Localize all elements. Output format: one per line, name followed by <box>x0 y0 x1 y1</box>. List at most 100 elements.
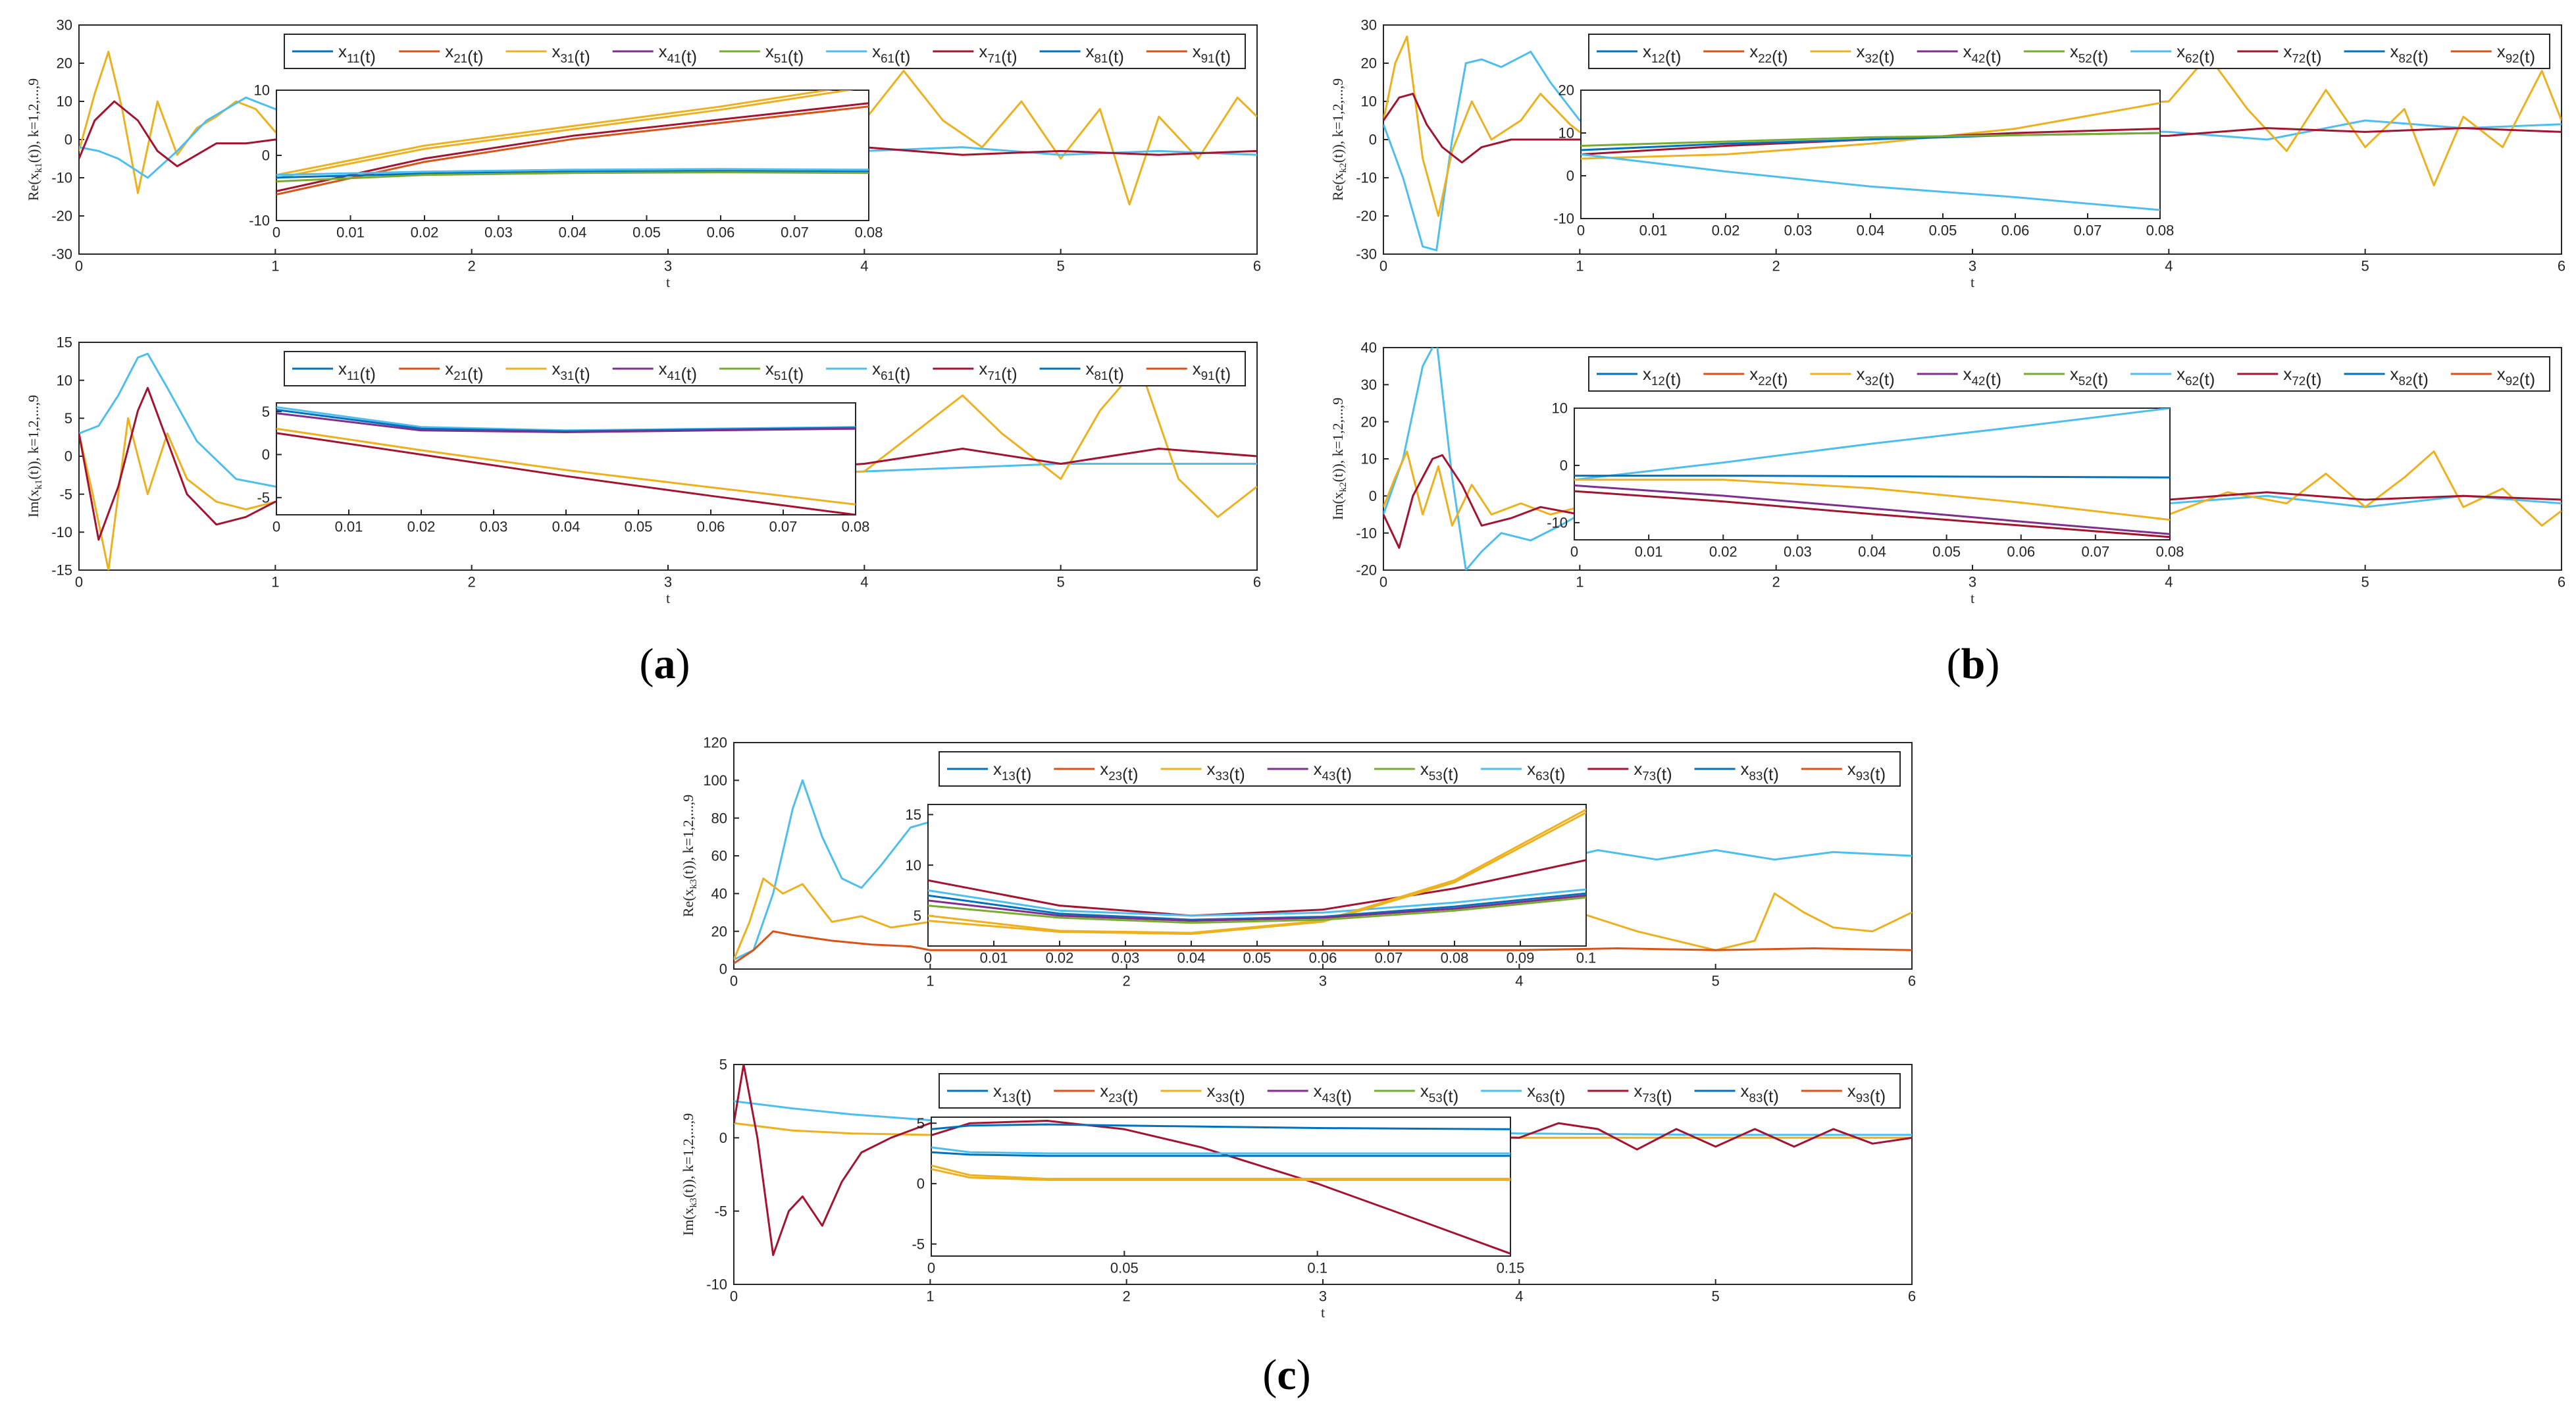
a-re-inset-x-tick-label: 0.05 <box>632 224 661 240</box>
a-im-legend-entry: x61(t) <box>872 359 910 384</box>
a-im-x-tick-label: 2 <box>468 573 476 590</box>
c-im-inset-series-line <box>931 1146 1510 1155</box>
a-im-legend-entry: x41(t) <box>659 359 697 384</box>
b-im-y-tick-label: -20 <box>1356 562 1377 579</box>
b-im-inset-series-line <box>1574 408 2170 481</box>
a-re-inset-series-group <box>276 90 869 196</box>
a-im-y-tick-label: 5 <box>64 410 72 427</box>
c-re-inset-series-group <box>928 808 1586 935</box>
b-re-inset-x-tick-label: 0 <box>1577 222 1585 238</box>
a-im-y-tick-label: 15 <box>57 334 72 351</box>
a-re-legend-entry: x91(t) <box>1193 41 1231 66</box>
b-re-y-tick-label: 0 <box>1369 132 1377 148</box>
c-re-x-tick-label: 5 <box>1712 972 1720 989</box>
b-re-legend: x12(t) x22(t) x32(t) x42(t) x52(t) x62(t) x72(… <box>1588 34 2550 69</box>
a-re-y-tick-label: 30 <box>57 17 72 34</box>
b-re-legend-entry: x22(t) <box>1749 41 1788 66</box>
c-im-x-axis-label: t <box>1321 1304 1325 1321</box>
a-re-legend-entry: x41(t) <box>659 41 697 66</box>
c-re-legend: x13(t) x23(t) x33(t) x43(t) x53(t) x63(t) x73(… <box>939 751 1901 787</box>
b-re-legend-entry: x12(t) <box>1643 41 1681 66</box>
b-im-x-tick-label: 2 <box>1772 573 1780 590</box>
a-re-x-tick-label: 5 <box>1057 257 1065 274</box>
a-re-inset-series-line <box>276 168 869 176</box>
b-re-x-tick-label: 1 <box>1576 257 1584 274</box>
c-re-inset-series-line <box>928 888 1586 917</box>
c-re-legend-entry: x63(t) <box>1527 759 1565 784</box>
b-im-y-tick-label: 40 <box>1361 340 1377 356</box>
a-im-y-tick-label: -15 <box>51 562 72 579</box>
b-re-inset-x-tick-label: 0.06 <box>2001 222 2030 238</box>
c-im-x-tick-label: 2 <box>1123 1288 1131 1304</box>
a-im-y-tick-label: 10 <box>57 372 72 388</box>
c-im-y-tick-label: 0 <box>719 1130 727 1146</box>
a-im-series-line <box>79 386 1257 541</box>
a-im-legend: x11(t) x21(t) x31(t) x41(t) x51(t) x61(t) x71(… <box>284 351 1246 386</box>
a-re-inset-x-tick-label: 0.08 <box>855 224 883 240</box>
b-im-legend-entry: x62(t) <box>2177 364 2215 389</box>
a-re-inset-series-line <box>276 170 869 179</box>
b-re-inset-series-line <box>1581 132 2160 147</box>
c-re-inset-x-tick-label: 0.09 <box>1507 949 1535 966</box>
b-re-inset-x-tick-label: 0.03 <box>1784 222 1813 238</box>
b-re-inset-x-tick-label: 0.07 <box>2074 222 2102 238</box>
a-im-x-tick-label: 3 <box>664 573 672 590</box>
a-im-x-tick-label: 0 <box>75 573 83 590</box>
a-im-x-tick-label: 5 <box>1057 573 1065 590</box>
a-im-inset-x-tick-label: 0 <box>272 518 280 535</box>
b-im-x-tick-label: 4 <box>2165 573 2173 590</box>
b-im-inset-y-tick-label: 0 <box>1560 458 1568 474</box>
c-im-legend-entry: x43(t) <box>1314 1081 1352 1106</box>
a-re-legend-entry: x61(t) <box>872 41 910 66</box>
c-re-x-tick-label: 4 <box>1515 972 1523 989</box>
a-re-y-tick-label: 20 <box>57 55 72 72</box>
b-re-legend-box <box>1588 34 2550 69</box>
c-re-inset-series-line <box>928 894 1586 922</box>
c-im-inset-frame <box>931 1117 1511 1257</box>
b-re-inset-series-group <box>1581 102 2160 211</box>
b-im-y-tick-label: 30 <box>1361 377 1377 393</box>
a-re-y-tick-label: -10 <box>51 170 72 186</box>
b-im-inset-x-tick-label: 0.05 <box>1932 543 1961 560</box>
c-re-inset-x-tick-label: 0.07 <box>1375 949 1403 966</box>
a-im-inset-series-line <box>276 432 856 515</box>
a-im-legend-entry: x51(t) <box>765 359 804 384</box>
b-im-series-line <box>1383 454 2562 549</box>
c-im-legend-entry: x53(t) <box>1420 1081 1458 1106</box>
b-re-x-tick-label: 3 <box>1969 257 1976 274</box>
c-re-series-line <box>734 779 1912 961</box>
c-im-legend-entry: x33(t) <box>1206 1081 1245 1106</box>
b-re-inset-y-tick-label: 10 <box>1558 125 1574 142</box>
a-re-y-tick-label: -30 <box>51 246 72 263</box>
c-re-legend-entry: x83(t) <box>1741 759 1779 784</box>
b-im-inset-x-tick-label: 0.08 <box>2156 543 2184 560</box>
b-im-inset-x-tick-label: 0.04 <box>1858 543 1886 560</box>
b-im-inset-x-tick-label: 0.01 <box>1635 543 1663 560</box>
a-im-legend-entry: x71(t) <box>979 359 1017 384</box>
b-re-inset-x-tick-label: 0.02 <box>1712 222 1740 238</box>
b-im-inset-y-tick-label: -10 <box>1547 515 1568 531</box>
b-im-y-tick-label: 10 <box>1361 451 1377 467</box>
a-re-legend: x11(t) x21(t) x31(t) x41(t) x51(t) x61(t) x71(… <box>284 34 1246 69</box>
b-im-y-tick-label: 20 <box>1361 413 1377 430</box>
c-im-inset-series-line <box>931 1120 1510 1255</box>
b-re-x-tick-label: 6 <box>2558 257 2565 274</box>
a-im-x-axis-label: t <box>666 590 670 606</box>
a-re-inset-x-tick-label: 0.02 <box>411 224 439 240</box>
a-re-inset-series-line <box>276 90 855 180</box>
b-im-x-tick-label: 1 <box>1576 573 1584 590</box>
c-im-inset-y-tick-label: 5 <box>917 1115 925 1132</box>
c-re-inset-y-tick-label: 15 <box>906 806 921 823</box>
c-im-x-tick-label: 1 <box>926 1288 934 1304</box>
b-im-legend-entry: x92(t) <box>2497 364 2535 389</box>
a-re-inset-frame <box>276 90 869 221</box>
a-im-inset-x-tick-label: 0.04 <box>552 518 580 535</box>
a-re-legend-entry: x71(t) <box>979 41 1017 66</box>
c-re-inset-x-tick-label: 0.06 <box>1309 949 1337 966</box>
a-re-inset-series-line <box>276 102 869 192</box>
c-re-y-tick-label: 100 <box>703 772 727 789</box>
